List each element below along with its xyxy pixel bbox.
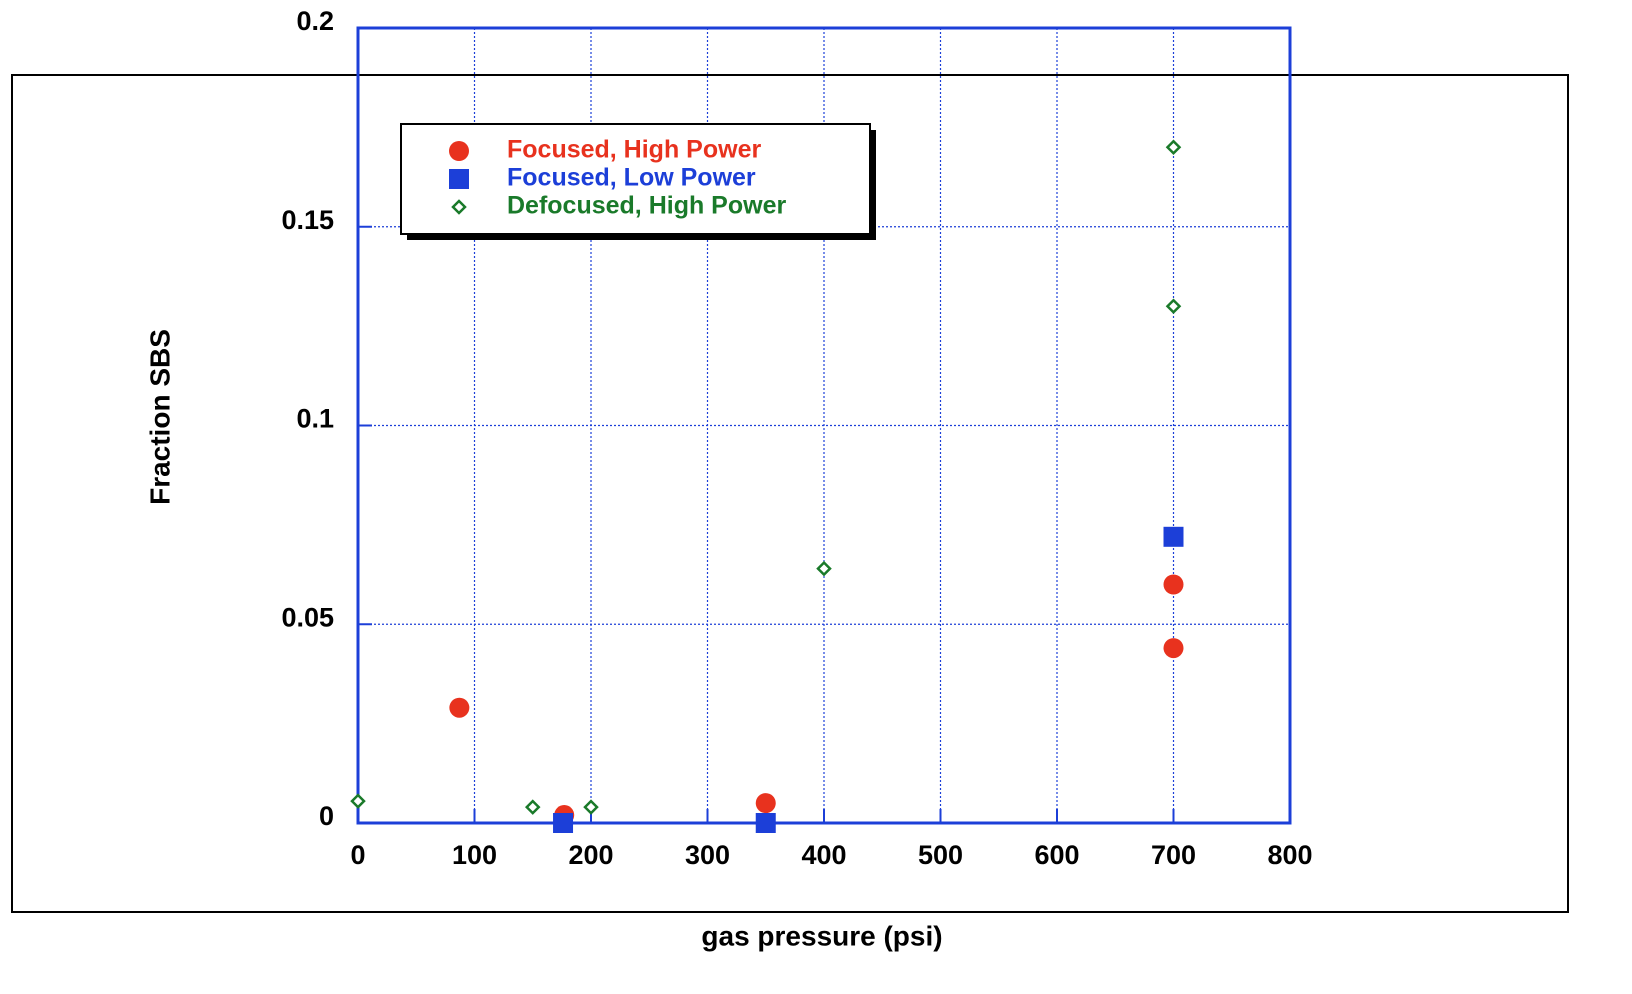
legend-box: [400, 123, 871, 235]
point: [1163, 526, 1184, 547]
point: [449, 697, 470, 718]
x-tick-label: 500: [918, 840, 963, 870]
x-tick-label: 700: [1151, 840, 1196, 870]
y-axis-label: Fraction SBS: [144, 329, 175, 505]
point: [524, 799, 541, 815]
legend-marker: [449, 141, 469, 161]
point: [553, 813, 574, 833]
x-tick-label: 400: [801, 840, 846, 870]
x-tick-label: 0: [350, 840, 365, 870]
point: [583, 799, 599, 815]
point: [1163, 638, 1184, 659]
x-tick-label: 800: [1267, 840, 1312, 870]
x-tick-label: 300: [685, 840, 730, 870]
y-tick-label: 0: [319, 801, 334, 831]
y-tick-label: 0.1: [296, 404, 334, 434]
point: [755, 813, 776, 833]
point: [755, 793, 776, 814]
point: [1165, 298, 1182, 315]
point: [1165, 139, 1182, 156]
x-axis-label: gas pressure (psi): [701, 920, 942, 951]
point: [816, 560, 832, 577]
legend-label: Defocused, High Power: [507, 192, 786, 220]
x-tick-label: 100: [452, 840, 497, 870]
point: [1163, 574, 1184, 595]
y-tick-label: 0.2: [296, 6, 334, 36]
x-tick-label: 200: [568, 840, 613, 870]
x-tick-label: 600: [1034, 840, 1079, 870]
legend-label: Focused, High Power: [507, 136, 761, 164]
legend-label: Focused, Low Power: [507, 164, 756, 192]
legend-marker: [451, 199, 467, 215]
y-tick-label: 0.05: [281, 602, 334, 632]
y-tick-label: 0.15: [281, 205, 334, 235]
legend-marker: [449, 169, 469, 189]
plot-frame: [356, 26, 1292, 825]
outer-frame: [11, 74, 1569, 913]
point: [350, 793, 366, 809]
